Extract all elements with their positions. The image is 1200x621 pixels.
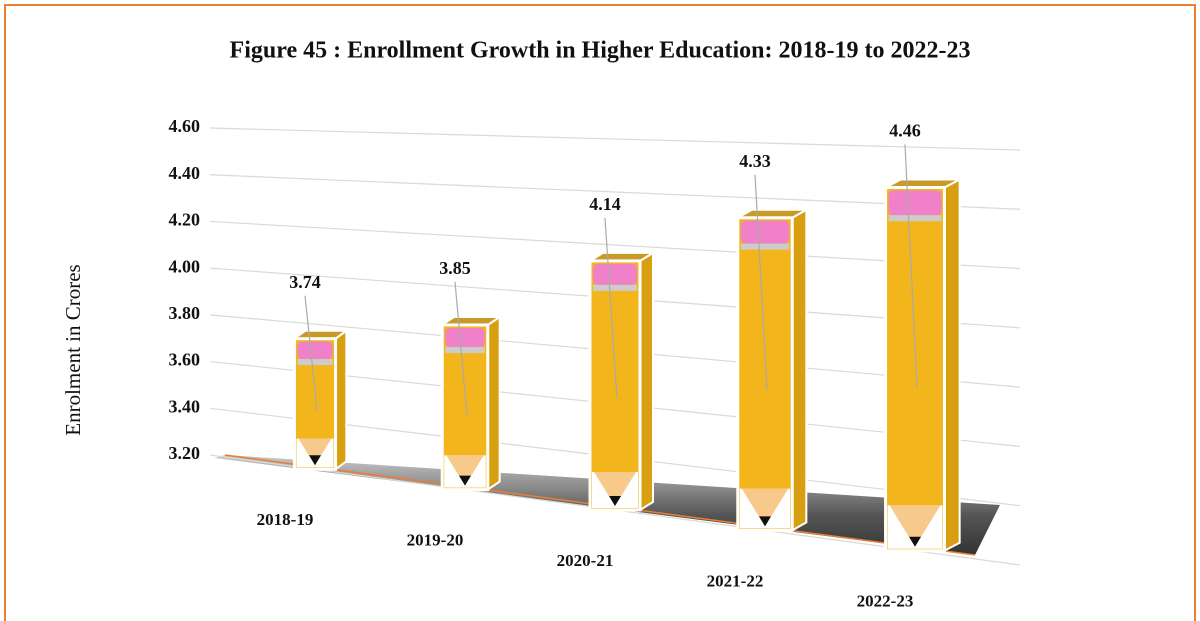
leader-line: [454, 281, 468, 416]
data-label: 4.46: [889, 121, 921, 141]
frame: [4, 4, 1196, 621]
ferrule: [593, 284, 637, 291]
bar: [588, 259, 642, 512]
x-tick-label: 2022-23: [857, 592, 914, 611]
leader-line: [754, 174, 768, 390]
bar-side: [639, 251, 654, 512]
leader-line: [304, 295, 318, 411]
eraser: [445, 327, 485, 348]
ferrule: [445, 347, 485, 354]
y-tick-label: 4.00: [169, 256, 201, 276]
bar-side: [486, 315, 501, 492]
data-label: 3.85: [439, 258, 471, 278]
y-tick-label: 4.20: [169, 210, 201, 230]
bar-side: [334, 328, 348, 472]
pencil-tip: [446, 455, 484, 486]
y-axis-label: Enrolment in Crores: [61, 264, 85, 435]
ferrule: [740, 243, 790, 250]
bar-side: [791, 208, 808, 533]
x-tick-label: 2018-19: [257, 510, 314, 529]
pencil-lead: [909, 536, 921, 547]
pencil-lead: [309, 455, 321, 466]
eraser: [593, 263, 637, 285]
pencil-tip: [741, 488, 789, 527]
y-tick-label: 4.40: [169, 163, 201, 183]
data-label: 3.74: [289, 272, 321, 292]
pencil-tip: [298, 438, 332, 466]
grid-line: [209, 127, 1021, 151]
y-tick-label: 3.80: [169, 303, 201, 323]
x-tick-label: 2019-20: [407, 531, 464, 550]
x-tick-label: 2021-22: [707, 571, 764, 590]
ferrule: [297, 359, 333, 366]
eraser: [888, 190, 942, 216]
pencil-lead: [759, 516, 771, 527]
x-tick-label: 2020-21: [557, 551, 614, 570]
bar: [884, 186, 946, 553]
leader-line: [604, 217, 618, 398]
pencil-lead: [459, 475, 471, 486]
y-tick-label: 3.20: [169, 443, 201, 463]
bar: [736, 216, 794, 532]
eraser: [297, 341, 333, 360]
bar-side: [943, 177, 961, 553]
eraser: [740, 220, 790, 244]
data-label: 4.33: [739, 151, 771, 171]
y-tick-label: 3.40: [169, 396, 201, 416]
leader-line: [904, 144, 918, 388]
y-tick-label: 3.60: [169, 350, 201, 370]
y-tick-label: 4.60: [169, 116, 201, 136]
pencil-lead: [609, 496, 621, 506]
ferrule: [888, 215, 942, 222]
data-label: 4.14: [589, 194, 621, 214]
pencil-tip: [889, 505, 941, 547]
chart-title: Figure 45 : Enrollment Growth in Higher …: [230, 38, 971, 64]
pencil-tip: [594, 472, 636, 506]
